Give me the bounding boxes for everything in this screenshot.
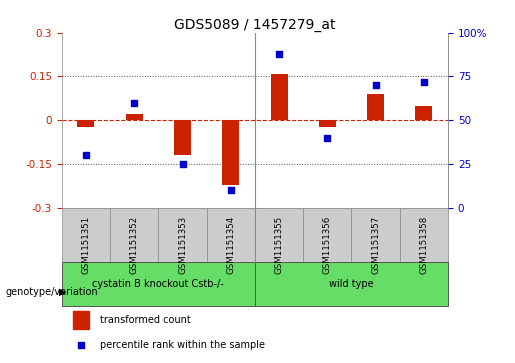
Text: GSM1151355: GSM1151355 [274, 216, 284, 274]
Bar [416, 106, 433, 120]
Bar [174, 120, 191, 155]
Text: GSM1151353: GSM1151353 [178, 216, 187, 274]
Text: ▶: ▶ [59, 287, 67, 297]
Point [420, 79, 428, 85]
Point [227, 187, 235, 193]
Text: percentile rank within the sample: percentile rank within the sample [100, 340, 265, 350]
Text: transformed count: transformed count [100, 315, 191, 325]
Point [178, 161, 186, 167]
Text: GSM1151358: GSM1151358 [419, 216, 428, 274]
Point [77, 342, 85, 348]
Title: GDS5089 / 1457279_at: GDS5089 / 1457279_at [174, 18, 336, 32]
Bar [126, 114, 143, 120]
Text: GSM1151352: GSM1151352 [130, 216, 139, 274]
Bar [77, 120, 94, 127]
Text: GSM1151356: GSM1151356 [323, 216, 332, 274]
Point [371, 82, 380, 88]
Bar [73, 311, 89, 329]
Bar [62, 208, 110, 262]
Bar [255, 262, 448, 306]
Text: cystatin B knockout Cstb-/-: cystatin B knockout Cstb-/- [93, 279, 224, 289]
Point [323, 135, 332, 141]
Bar [367, 94, 384, 120]
Bar [351, 208, 400, 262]
Text: GSM1151351: GSM1151351 [81, 216, 91, 274]
Bar [400, 208, 448, 262]
Point [275, 51, 283, 57]
Bar [222, 120, 239, 184]
Text: wild type: wild type [329, 279, 374, 289]
Bar [303, 208, 351, 262]
Text: GSM1151354: GSM1151354 [226, 216, 235, 274]
Bar [110, 208, 159, 262]
Point [82, 152, 90, 158]
Bar [207, 208, 255, 262]
Bar [319, 120, 336, 127]
Text: genotype/variation: genotype/variation [5, 287, 98, 297]
Bar [255, 208, 303, 262]
Point [130, 100, 139, 106]
Text: GSM1151357: GSM1151357 [371, 216, 380, 274]
Bar [62, 262, 255, 306]
Bar [270, 74, 287, 120]
Bar [159, 208, 207, 262]
